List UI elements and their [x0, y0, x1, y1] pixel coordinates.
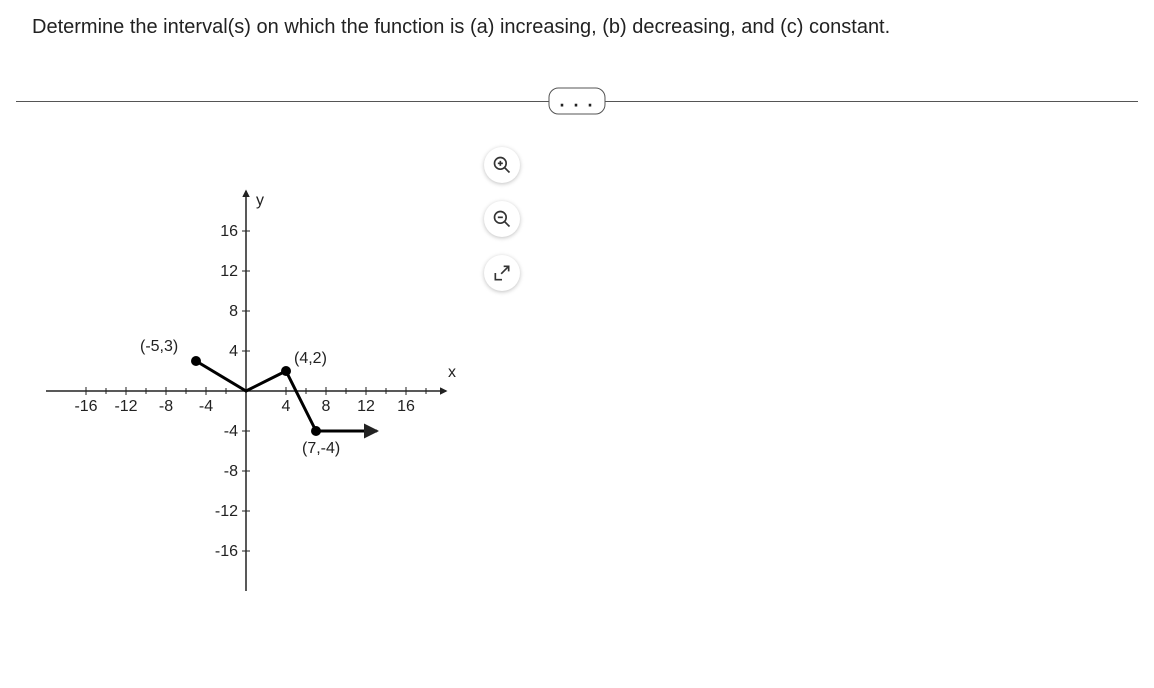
svg-text:-12: -12 — [215, 503, 238, 520]
coordinate-chart: x y -16 -12 -8 -4 4 8 12 16 -16 -12 -8 -4 4 8 12 16 (-5,3)… — [16, 141, 476, 641]
zoom-out-icon — [492, 209, 512, 229]
svg-text:-16: -16 — [74, 398, 97, 415]
svg-text:12: 12 — [220, 263, 238, 280]
svg-text:8: 8 — [322, 398, 331, 415]
graph-toolbar — [484, 147, 520, 291]
svg-text:12: 12 — [357, 398, 375, 415]
svg-text:-8: -8 — [224, 463, 238, 480]
svg-text:-4: -4 — [199, 398, 213, 415]
svg-text:(4,2): (4,2) — [294, 350, 327, 367]
popout-button[interactable] — [484, 255, 520, 291]
graph-panel: x y -16 -12 -8 -4 4 8 12 16 -16 -12 -8 -4 4 8 12 16 (-5,3)… — [16, 141, 476, 641]
divider: . . . — [32, 91, 1122, 111]
svg-text:-16: -16 — [215, 543, 238, 560]
svg-text:4: 4 — [229, 343, 238, 360]
svg-text:8: 8 — [229, 303, 238, 320]
zoom-out-button[interactable] — [484, 201, 520, 237]
svg-text:y: y — [256, 192, 264, 209]
svg-text:-4: -4 — [224, 423, 238, 440]
svg-text:(-5,3): (-5,3) — [140, 338, 178, 355]
svg-text:16: 16 — [397, 398, 415, 415]
zoom-in-icon — [492, 155, 512, 175]
svg-text:-8: -8 — [159, 398, 173, 415]
question-text: Determine the interval(s) on which the f… — [32, 16, 1122, 39]
svg-text:-12: -12 — [114, 398, 137, 415]
svg-text:x: x — [448, 364, 456, 381]
svg-text:16: 16 — [220, 223, 238, 240]
popout-icon — [492, 263, 512, 283]
zoom-in-button[interactable] — [484, 147, 520, 183]
svg-text:4: 4 — [282, 398, 291, 415]
content-area: x y -16 -12 -8 -4 4 8 12 16 -16 -12 -8 -4 4 8 12 16 (-5,3)… — [16, 141, 1122, 641]
expand-pill[interactable]: . . . — [548, 88, 605, 115]
svg-text:(7,-4): (7,-4) — [302, 440, 340, 457]
